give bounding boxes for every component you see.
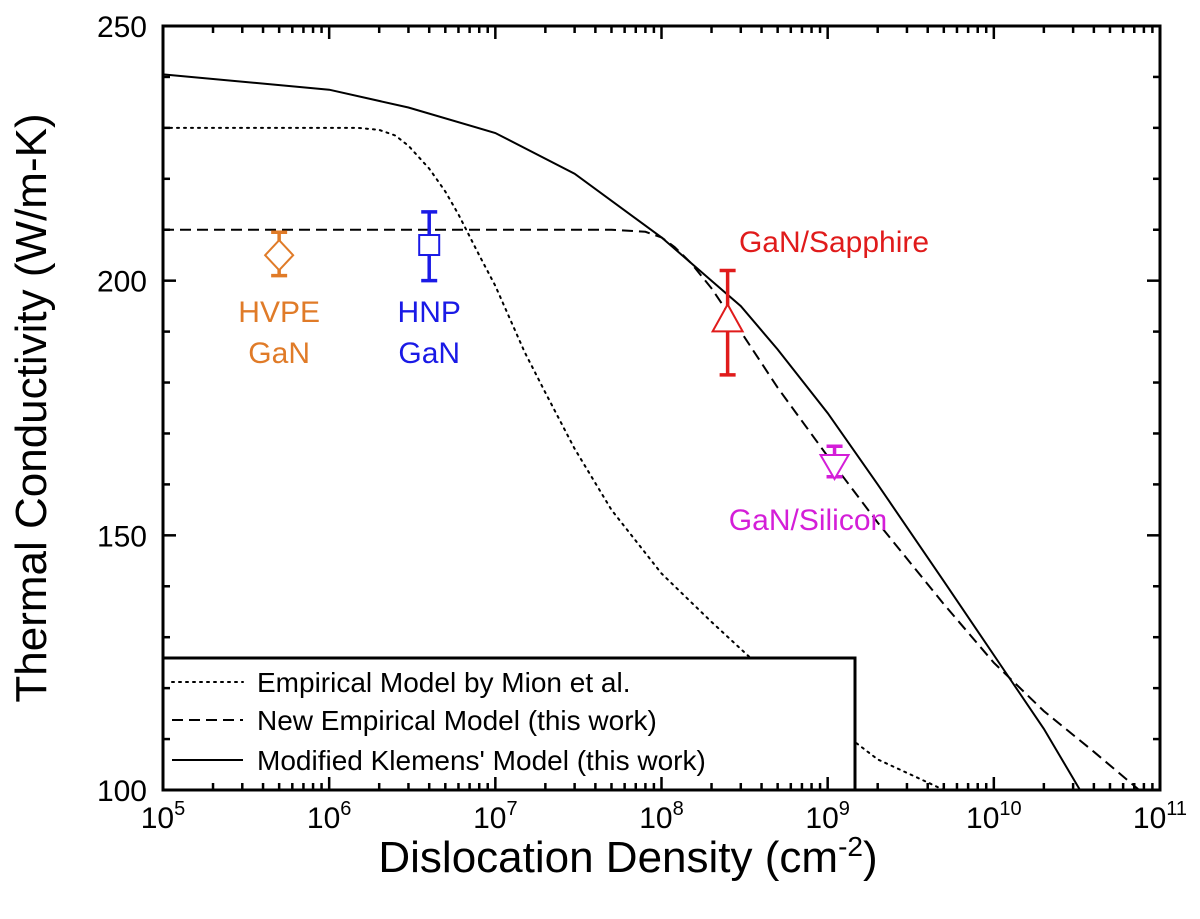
point-label: GaN/Sapphire (739, 226, 929, 259)
x-tick-label-exponent: 8 (673, 798, 684, 820)
point-label: HNP (398, 296, 461, 329)
point-label: HVPE (238, 296, 320, 329)
legend-label-new-empirical: New Empirical Model (this work) (257, 705, 657, 736)
x-tick-label-base: 10 (966, 802, 999, 835)
x-tick-label-base: 10 (1133, 802, 1166, 835)
x-axis-title: Dislocation Density (cm-2) (378, 831, 877, 882)
x-tick-label-exponent: 5 (174, 798, 185, 820)
x-tick-label-exponent: 9 (839, 798, 850, 820)
x-tick-label: 108 (639, 798, 684, 835)
data-point-square: HNP GaN (398, 210, 461, 370)
point-label: GaN (398, 337, 460, 370)
x-tick-label: 109 (805, 798, 850, 835)
curve-solid (162, 73, 1081, 791)
marker-triangle-up (710, 302, 745, 333)
x-tick-label-exponent: 10 (999, 798, 1021, 820)
x-tick-label-exponent: 6 (340, 798, 351, 820)
x-tick-label-exponent: 11 (1166, 798, 1187, 820)
data-point-diamond: HVPE GaN (238, 230, 320, 370)
data-points: HVPE GaN HNP GaN GaN/Sapphire GaN/Silicon (238, 210, 929, 537)
x-tick-label: 106 (307, 798, 352, 835)
x-axis-title-superscript: -2 (838, 831, 863, 862)
point-label: GaN (248, 337, 310, 370)
marker-square (418, 234, 441, 257)
axis-ticks (161, 24, 1162, 792)
x-axis-title-main: Dislocation Density (cm (378, 833, 838, 882)
x-tick-label-exponent: 7 (506, 798, 517, 820)
y-tick-label: 250 (97, 11, 147, 44)
x-tick-label-base: 10 (639, 802, 672, 835)
x-tick-label-base: 10 (141, 802, 174, 835)
x-tick-label: 107 (473, 798, 518, 835)
x-tick-label: 1010 (966, 798, 1022, 835)
point-label: GaN/Silicon (729, 504, 887, 537)
legend-label-modified-klemens: Modified Klemens' Model (this work) (257, 745, 706, 776)
y-tick-label: 150 (97, 520, 147, 553)
marker-diamond (263, 238, 295, 272)
legend: Empirical Model by Mion et al. New Empir… (161, 656, 857, 792)
x-tick-label-base: 10 (473, 802, 506, 835)
x-tick-label: 1011 (1133, 798, 1187, 835)
x-tick-label-base: 10 (805, 802, 838, 835)
marker-triangle-down (818, 454, 851, 482)
y-tick-label: 200 (97, 266, 147, 299)
legend-box (161, 656, 857, 792)
y-axis-title: Thermal Conductivity (W/m-K) (7, 113, 56, 702)
x-axis-title-end: ) (863, 833, 878, 882)
data-point-triangle-down: GaN/Silicon (729, 444, 887, 537)
y-tick-label: 100 (97, 775, 147, 808)
x-tick-label: 105 (141, 798, 186, 835)
x-tick-label-base: 10 (307, 802, 340, 835)
data-point-triangle-up: GaN/Sapphire (710, 226, 929, 377)
legend-label-empirical-mion: Empirical Model by Mion et al. (257, 667, 630, 698)
